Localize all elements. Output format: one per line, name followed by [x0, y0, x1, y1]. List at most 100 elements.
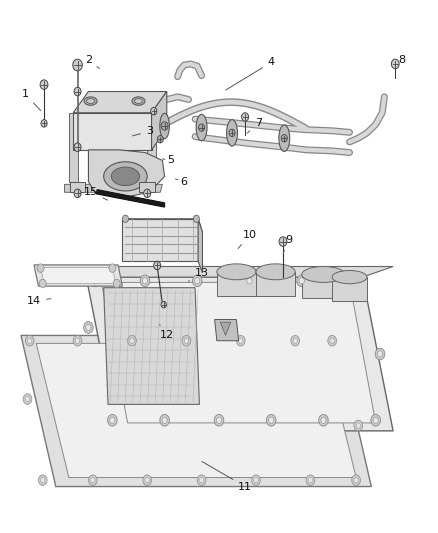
Circle shape — [74, 189, 81, 198]
Circle shape — [130, 338, 134, 343]
Ellipse shape — [279, 125, 290, 151]
Circle shape — [237, 335, 245, 346]
Circle shape — [308, 478, 313, 483]
Ellipse shape — [111, 167, 140, 185]
Circle shape — [354, 420, 363, 431]
Polygon shape — [73, 113, 152, 150]
Polygon shape — [122, 219, 198, 261]
Polygon shape — [34, 265, 122, 286]
Circle shape — [182, 335, 191, 346]
Ellipse shape — [132, 97, 145, 106]
Circle shape — [88, 475, 97, 486]
Circle shape — [214, 415, 224, 426]
Circle shape — [352, 475, 360, 486]
Circle shape — [375, 348, 385, 360]
Circle shape — [281, 134, 287, 142]
Text: 7: 7 — [247, 118, 262, 133]
Circle shape — [151, 108, 157, 115]
Polygon shape — [147, 113, 156, 182]
Polygon shape — [86, 277, 393, 431]
Circle shape — [122, 215, 128, 222]
Circle shape — [73, 59, 82, 71]
Circle shape — [199, 478, 204, 483]
Circle shape — [74, 143, 81, 151]
Text: 10: 10 — [238, 230, 257, 248]
Polygon shape — [220, 322, 231, 335]
Polygon shape — [41, 268, 116, 284]
Circle shape — [37, 264, 44, 272]
Circle shape — [229, 129, 235, 136]
Text: 5: 5 — [162, 156, 175, 165]
Ellipse shape — [256, 264, 295, 280]
Circle shape — [297, 275, 307, 287]
Circle shape — [239, 338, 243, 343]
Circle shape — [144, 189, 151, 198]
Polygon shape — [69, 113, 78, 182]
Circle shape — [193, 215, 199, 222]
Ellipse shape — [84, 97, 97, 106]
Circle shape — [41, 119, 47, 127]
Circle shape — [345, 275, 354, 287]
Circle shape — [293, 338, 297, 343]
Circle shape — [252, 475, 260, 486]
Circle shape — [299, 278, 304, 284]
Circle shape — [28, 338, 32, 343]
Circle shape — [145, 478, 149, 483]
Circle shape — [23, 394, 32, 405]
Text: 9: 9 — [283, 235, 292, 253]
Circle shape — [108, 415, 117, 426]
Circle shape — [268, 417, 274, 423]
Text: 12: 12 — [159, 325, 174, 341]
Circle shape — [140, 275, 150, 287]
Text: 4: 4 — [226, 58, 275, 90]
Circle shape — [40, 80, 48, 90]
Circle shape — [391, 59, 399, 69]
Circle shape — [162, 417, 167, 423]
Polygon shape — [73, 92, 167, 113]
Circle shape — [319, 415, 328, 426]
Ellipse shape — [160, 114, 170, 139]
Circle shape — [197, 475, 206, 486]
Circle shape — [373, 417, 378, 423]
Polygon shape — [88, 150, 165, 198]
Polygon shape — [86, 266, 393, 277]
Polygon shape — [122, 219, 202, 232]
Polygon shape — [21, 335, 371, 487]
Circle shape — [92, 278, 98, 284]
Ellipse shape — [217, 264, 256, 280]
Circle shape — [356, 423, 360, 428]
Circle shape — [306, 475, 315, 486]
Polygon shape — [215, 319, 239, 341]
Circle shape — [216, 417, 222, 423]
Polygon shape — [139, 182, 155, 192]
Text: 3: 3 — [132, 126, 153, 136]
Polygon shape — [217, 272, 256, 296]
Polygon shape — [198, 219, 202, 273]
Circle shape — [330, 338, 334, 343]
Circle shape — [143, 475, 152, 486]
Circle shape — [378, 351, 383, 357]
Circle shape — [157, 135, 163, 143]
Circle shape — [25, 335, 34, 346]
Circle shape — [86, 324, 91, 330]
Circle shape — [74, 87, 81, 96]
Circle shape — [279, 237, 287, 246]
Circle shape — [161, 302, 166, 308]
Polygon shape — [36, 343, 356, 478]
Text: 6: 6 — [176, 176, 187, 187]
Circle shape — [25, 397, 30, 402]
Circle shape — [39, 279, 46, 288]
Circle shape — [75, 338, 80, 343]
Circle shape — [110, 417, 115, 423]
Polygon shape — [152, 92, 167, 150]
Circle shape — [39, 475, 47, 486]
Polygon shape — [302, 274, 345, 298]
Circle shape — [90, 275, 100, 287]
Polygon shape — [96, 190, 165, 207]
Ellipse shape — [226, 119, 237, 146]
Text: 2: 2 — [85, 55, 99, 69]
Circle shape — [73, 335, 82, 346]
Circle shape — [184, 338, 188, 343]
Circle shape — [109, 264, 116, 272]
Circle shape — [354, 478, 358, 483]
